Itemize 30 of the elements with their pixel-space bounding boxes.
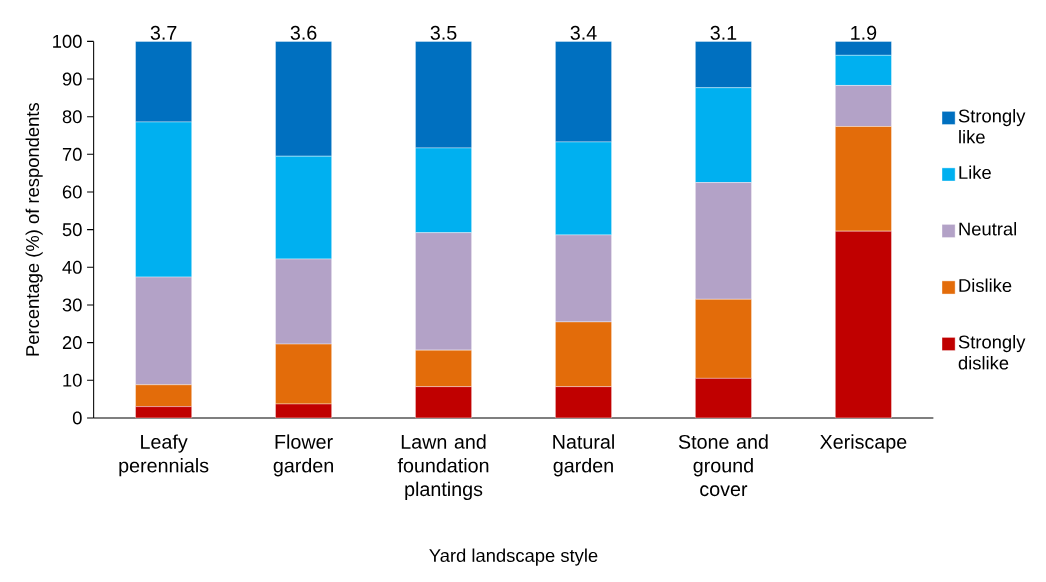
legend-label: Strongly like [958,109,1026,144]
legend-label: Strongly dislike [958,335,1026,370]
y-tick-label: 90 [62,72,82,86]
legend-label: Dislike [959,278,1012,293]
x-tick-label: Flower garden [273,434,333,477]
y-tick-label: 10 [63,373,82,388]
y-tick-label: 20 [62,336,82,350]
text: 3.4 [570,26,597,41]
text: 3.1 [710,26,737,41]
x-tick-label: Leafy perennials [119,434,209,477]
y-axis-title: Percentage (%) of respondents [25,103,43,356]
text: 1.9 [851,26,877,41]
y-tick-label: 30 [62,298,82,312]
text: 3.5 [430,26,457,41]
y-tick-label: 0 [72,411,82,425]
x-tick-label: Natural garden [553,434,614,477]
text: 3.6 [290,26,317,41]
x-tick-label: Stone and ground cover [678,434,768,497]
legend-label: Like [959,165,991,180]
legend-label: Neutral [959,222,1017,236]
y-tick-label: 70 [62,148,82,162]
text: 3.7 [150,26,177,41]
x-axis-title: Yard landscape style [429,548,598,566]
x-tick-label: Xeriscape [820,434,907,453]
y-tick-label: 40 [62,261,82,275]
y-tick-label: 100 [53,35,82,49]
y-tick-label: 60 [62,185,82,199]
x-tick-label: Lawn and foundation plantings [397,434,489,501]
y-tick-label: 50 [62,223,82,237]
y-tick-label: 80 [62,110,82,124]
